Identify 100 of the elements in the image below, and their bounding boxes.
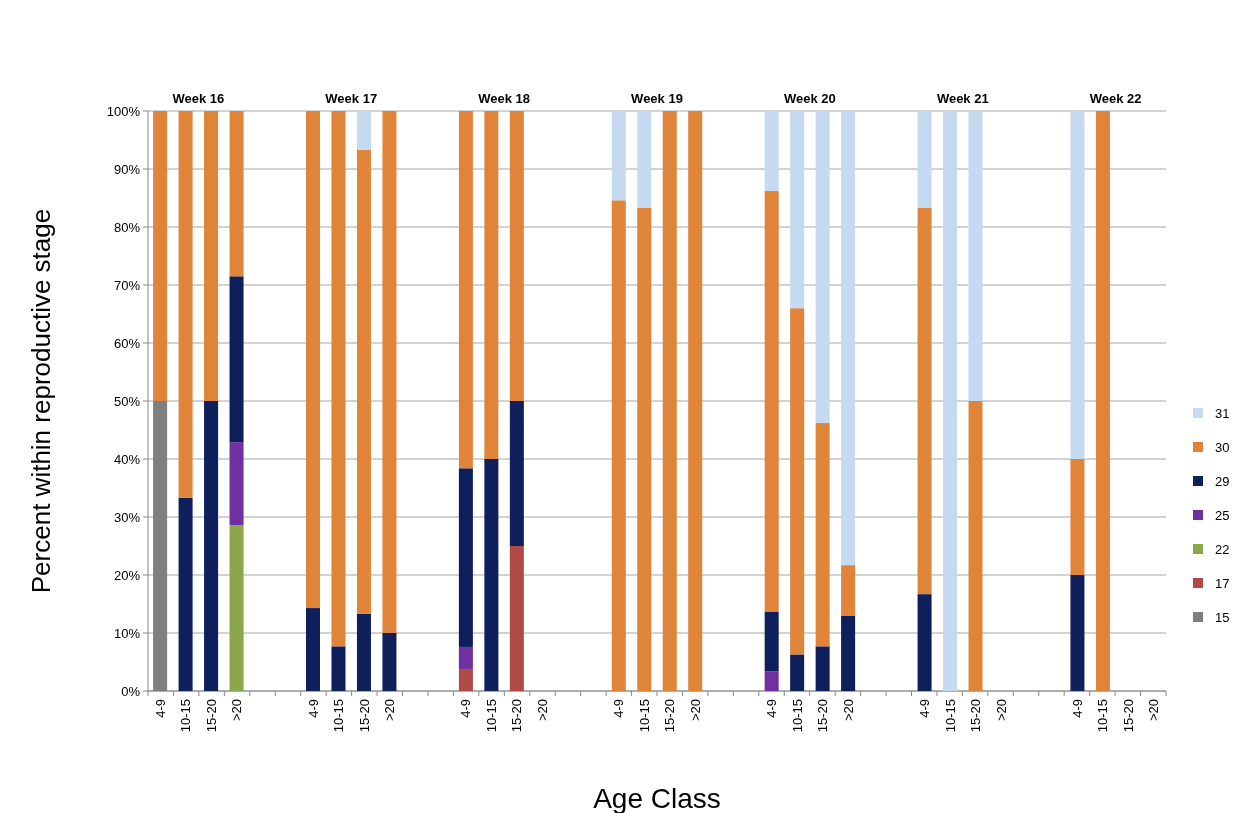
- text: Week 22: [1089, 91, 1142, 106]
- bar: [509, 111, 524, 401]
- bar: [637, 207, 652, 691]
- x-tick-label: 10-15: [178, 699, 194, 733]
- x-tick-label: 4-9: [152, 699, 168, 718]
- x-tick-label: 15-20: [815, 699, 831, 733]
- bar: [917, 207, 932, 595]
- bar: [229, 276, 244, 443]
- x-tick-label: 15-20: [662, 699, 678, 733]
- bar: [841, 615, 856, 691]
- x-tick-label: 10-15: [636, 699, 652, 733]
- y-axis-title: Percent within reproductive stage: [26, 208, 56, 594]
- text: Week 19: [631, 91, 683, 106]
- bar: [611, 200, 626, 691]
- x-tick-label: 15-20: [968, 699, 984, 733]
- y-tick-label: 80%: [113, 219, 141, 235]
- bar: [458, 668, 473, 691]
- x-tick-label: 15-20: [1120, 699, 1136, 733]
- x-tick-label: 4-9: [917, 699, 933, 718]
- bar: [229, 442, 244, 526]
- bar: [356, 149, 371, 614]
- bar: [815, 646, 830, 691]
- text: Week 18: [478, 91, 531, 106]
- bar: [458, 646, 473, 669]
- bar: [1095, 111, 1110, 691]
- bar: [305, 608, 320, 691]
- bar: [764, 671, 779, 691]
- bar: [790, 111, 805, 309]
- x-tick-label: 10-15: [942, 699, 958, 733]
- y-tick-label: 30%: [113, 509, 141, 525]
- x-tick-label: 15-20: [509, 699, 525, 733]
- x-tick-label: >20: [381, 699, 397, 722]
- bar: [153, 111, 168, 401]
- bar: [356, 111, 371, 150]
- bar: [790, 308, 805, 655]
- x-tick-label: 15-20: [203, 699, 219, 733]
- bar: [458, 111, 473, 469]
- bar: [382, 633, 397, 691]
- bar: [764, 191, 779, 612]
- text: Week 21: [936, 91, 989, 106]
- bar: [841, 565, 856, 616]
- bar: [305, 111, 320, 609]
- bar: [229, 525, 244, 691]
- legend-label: 22: [1215, 541, 1230, 557]
- bar: [509, 546, 524, 691]
- bar: [688, 111, 703, 691]
- y-tick-label: 60%: [113, 335, 141, 351]
- bar: [331, 646, 346, 691]
- y-tick-label: 0%: [121, 683, 141, 699]
- x-tick-label: 4-9: [764, 699, 780, 718]
- bar: [917, 111, 932, 208]
- bar: [611, 111, 626, 201]
- legend-label: 25: [1215, 507, 1230, 523]
- x-tick-label: 10-15: [1095, 699, 1111, 733]
- y-tick-label: 40%: [113, 451, 141, 467]
- bar: [484, 111, 499, 459]
- bar: [356, 613, 371, 691]
- y-tick-label: 20%: [113, 567, 141, 583]
- bar: [204, 111, 219, 401]
- x-tick-label: 4-9: [458, 699, 474, 718]
- x-tick-label: 4-9: [305, 699, 321, 718]
- bar: [815, 111, 830, 424]
- bar: [229, 111, 244, 277]
- bar: [178, 497, 193, 691]
- text: Week 20: [783, 91, 836, 106]
- x-tick-label: 10-15: [331, 699, 347, 733]
- bar: [509, 401, 524, 546]
- bar: [382, 111, 397, 633]
- x-tick-label: >20: [534, 699, 550, 722]
- y-tick-label: 50%: [113, 393, 141, 409]
- x-tick-label: 4-9: [1070, 699, 1085, 718]
- bar: [662, 111, 677, 691]
- legend-label: 31: [1215, 405, 1230, 421]
- bar: [943, 111, 958, 691]
- bar: [968, 111, 983, 401]
- bar: [484, 459, 499, 691]
- bar: [790, 654, 805, 691]
- x-tick-label: >20: [840, 699, 856, 722]
- bar: [917, 594, 932, 691]
- x-tick-label: 10-15: [789, 699, 805, 733]
- x-axis-title: Age Class: [593, 783, 721, 813]
- legend-label: 17: [1215, 575, 1230, 591]
- bar: [968, 401, 983, 691]
- y-tick-label: 100%: [106, 103, 141, 119]
- y-tick-label: 90%: [113, 161, 141, 177]
- legend-label: 15: [1215, 609, 1230, 625]
- bar: [637, 111, 652, 208]
- bar: [815, 423, 830, 647]
- bar: [204, 401, 219, 691]
- bar: [764, 111, 779, 192]
- bar: [331, 111, 346, 647]
- legend-label: 30: [1215, 439, 1230, 455]
- x-tick-label: >20: [1146, 699, 1162, 722]
- y-tick-label: 70%: [113, 277, 141, 293]
- bar: [178, 111, 193, 498]
- y-tick-label: 10%: [113, 625, 141, 641]
- x-tick-label: >20: [687, 699, 703, 722]
- text: Week 17: [325, 91, 378, 106]
- bar: [841, 111, 856, 566]
- bar: [764, 611, 779, 672]
